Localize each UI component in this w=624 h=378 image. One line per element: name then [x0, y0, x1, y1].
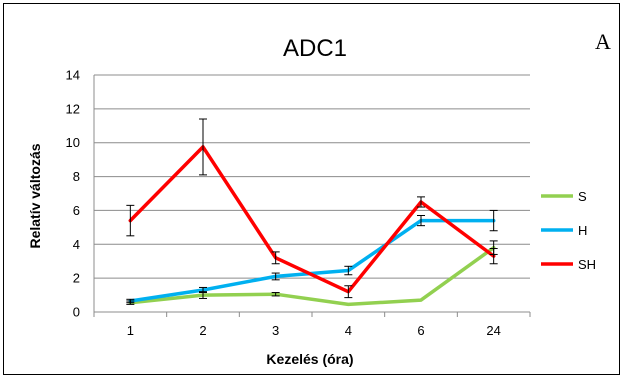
axes: [93, 75, 531, 317]
y-axis-label: Relatív változás: [27, 143, 43, 248]
legend-item-sh: SH: [541, 257, 596, 272]
error-bar-h: [344, 265, 353, 276]
series-line-sh: [128, 145, 496, 294]
x-tick-label: 6: [417, 323, 424, 338]
error-bar-h: [417, 215, 425, 227]
error-bar-h: [126, 298, 135, 304]
legend-label-sh: SH: [578, 257, 596, 272]
legend-item-h: H: [541, 223, 587, 238]
legend-label-h: H: [578, 223, 587, 238]
y-tick-label: 12: [66, 101, 80, 116]
error-bar-h: [271, 272, 280, 281]
gridlines: [94, 74, 530, 279]
error-bar-sh: [271, 251, 280, 265]
error-bar-sh: [199, 118, 207, 176]
x-tick-label: 4: [345, 323, 352, 338]
x-tick-labels: 1 2 3 4 6 24: [127, 323, 501, 338]
chart-title: ADC1: [283, 35, 347, 62]
x-tick-label: 2: [199, 323, 206, 338]
error-bar-sh: [489, 248, 498, 265]
error-bar-sh: [126, 204, 135, 237]
series-line-s: [128, 245, 496, 307]
y-tick-labels: 0 2 4 6 8 10 12 14: [66, 68, 80, 320]
x-axis-label: Kezelés (óra): [266, 351, 353, 367]
error-bar-sh: [417, 196, 425, 208]
y-tick-label: 10: [66, 135, 80, 150]
error-bar-h: [199, 286, 207, 294]
panel-label: A: [595, 29, 611, 54]
x-tick-label: 3: [272, 323, 279, 338]
y-tick-label: 6: [73, 203, 80, 218]
y-tick-label: 2: [73, 271, 80, 286]
x-tick-label: 24: [486, 323, 500, 338]
error-bar-h: [489, 209, 498, 232]
error-bars: [126, 118, 498, 305]
x-tick-label: 1: [127, 323, 134, 338]
y-tick-label: 8: [73, 169, 80, 184]
series-lines: [128, 145, 496, 307]
legend-item-s: S: [541, 189, 587, 204]
y-tick-label: 14: [66, 68, 80, 83]
legend-label-s: S: [578, 189, 587, 204]
y-tick-label: 0: [73, 305, 80, 320]
error-bar-sh: [344, 285, 353, 299]
error-bar-s: [271, 292, 280, 297]
y-tick-label: 4: [73, 237, 80, 252]
